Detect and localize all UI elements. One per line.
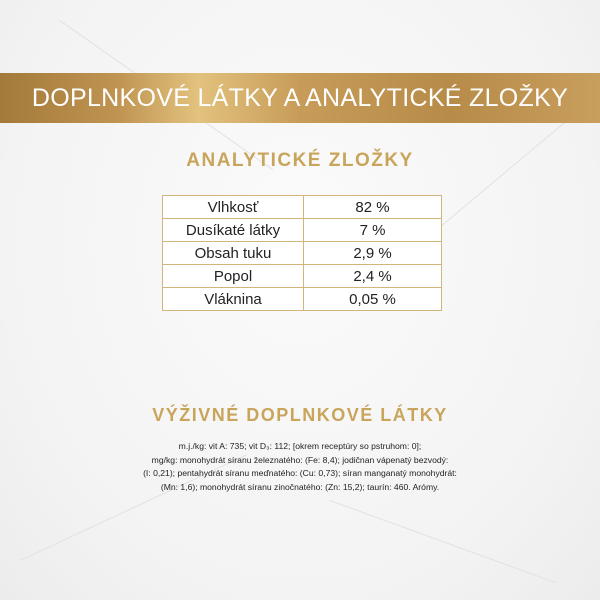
table-row: Dusíkaté látky 7 % bbox=[162, 218, 442, 242]
table-row: Obsah tuku 2,9 % bbox=[162, 241, 442, 265]
additives-text: m.j./kg: vit A: 735; vit D₃: 112; [okrem… bbox=[120, 440, 480, 494]
table-row: Vláknina 0,05 % bbox=[162, 287, 442, 311]
page-title: DOPLNKOVÉ LÁTKY A ANALYTICKÉ ZLOŽKY bbox=[31, 83, 569, 112]
analytical-heading: ANALYTICKÉ ZLOŽKY bbox=[186, 150, 414, 171]
row-value: 0,05 % bbox=[303, 287, 442, 311]
row-label: Vláknina bbox=[162, 287, 304, 311]
row-label: Dusíkaté látky bbox=[162, 218, 304, 242]
row-label: Vlhkosť bbox=[162, 195, 304, 219]
row-value: 2,9 % bbox=[303, 241, 442, 265]
additives-line: (I: 0,21); pentahydrát síranu meďnatého:… bbox=[143, 468, 457, 478]
row-value: 2,4 % bbox=[303, 264, 442, 288]
row-value: 7 % bbox=[303, 218, 442, 242]
row-label: Obsah tuku bbox=[162, 241, 304, 265]
table-row: Vlhkosť 82 % bbox=[162, 195, 442, 219]
title-banner: DOPLNKOVÉ LÁTKY A ANALYTICKÉ ZLOŽKY bbox=[0, 73, 600, 123]
additives-line: mg/kg: monohydrát síranu železnatého: (F… bbox=[151, 454, 449, 465]
additives-heading: VÝŽIVNÉ DOPLNKOVÉ LÁTKY bbox=[152, 405, 448, 425]
marble-vein bbox=[329, 500, 556, 584]
analytical-table: Vlhkosť 82 % Dusíkaté látky 7 % Obsah tuku… bbox=[162, 195, 442, 311]
table-row: Popol 2,4 % bbox=[162, 264, 442, 288]
additives-line: m.j./kg: vit A: 735; vit D₃: 112; [okrem… bbox=[178, 441, 422, 451]
row-label: Popol bbox=[162, 264, 304, 288]
additives-line: (Mn: 1,6); monohydrát síranu zinočnatého… bbox=[160, 481, 440, 492]
row-value: 82 % bbox=[303, 195, 442, 219]
